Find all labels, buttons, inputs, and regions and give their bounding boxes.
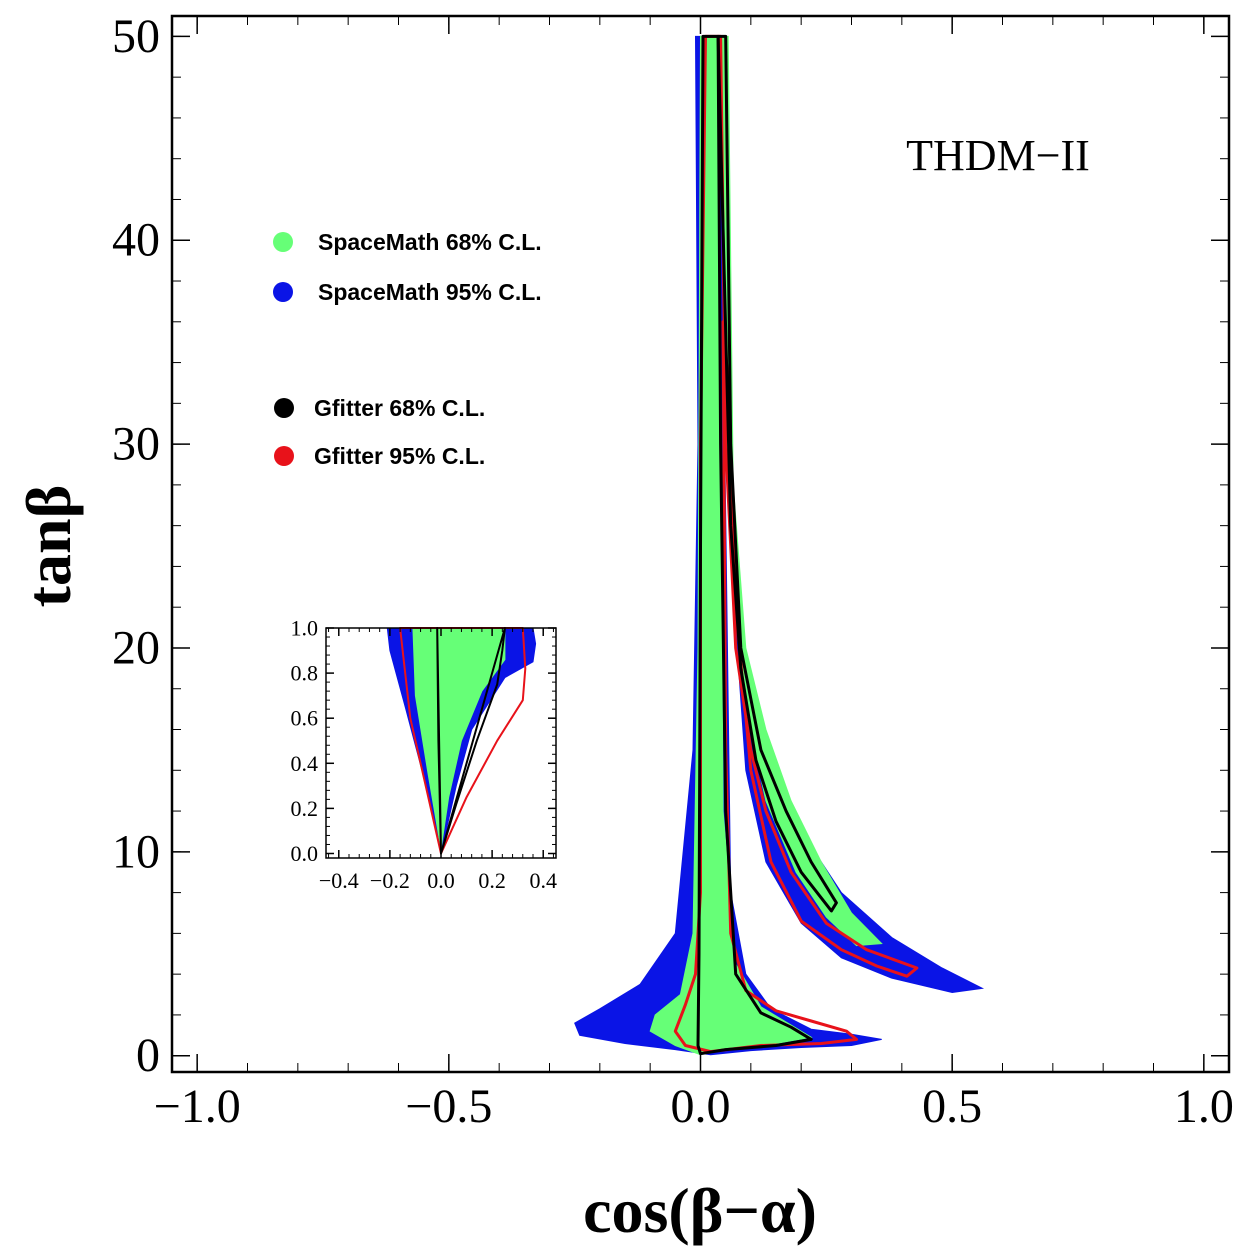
legend-marker-spacemath-68-c-l	[273, 232, 293, 252]
inset-y-tick-label: 0.4	[291, 751, 319, 776]
x-axis-title: cos(β−α)	[583, 1175, 817, 1246]
inset-y-tick-label: 0.0	[291, 841, 319, 866]
main-axis-ticks: −1.0 −0.5 0.0 0.5 1.0 0 10 20 30 40 50	[112, 10, 1234, 1133]
main-gfitter-68-c-l-region-2	[716, 34, 838, 913]
main-y-tick-label: 30	[112, 418, 160, 471]
inset-y-tick-label: 0.8	[291, 661, 319, 686]
inset-x-tick-label: 0.0	[427, 868, 455, 893]
main-spacemath-95-c-l-region-1	[574, 35, 985, 1056]
main-x-tick-label: 1.0	[1174, 1080, 1234, 1133]
legend-marker-spacemath-95-c-l	[273, 282, 293, 302]
main-x-tick-label: 0.0	[671, 1080, 731, 1133]
inset-x-tick-label: −0.2	[370, 868, 410, 893]
inset-axis-ticks: −0.4 −0.2 0.0 0.2 0.4 0.0 0.2 0.4 0.6 0.8 1.0	[291, 616, 557, 894]
main-x-tick-label: −1.0	[154, 1080, 241, 1133]
inset-y-tick-label: 0.6	[291, 706, 319, 731]
main-y-tick-label: 50	[112, 10, 160, 63]
main-gfitter-68-c-l-region-1	[696, 34, 813, 1056]
legend-label-gfitter-95-c-l: Gfitter 95% C.L.	[314, 443, 485, 469]
legend: SpaceMath 68% C.L. SpaceMath 95% C.L. Gfit…	[273, 229, 542, 469]
main-spacemath-68-c-l-region-2	[720, 35, 883, 947]
y-axis-title: tanβ	[13, 485, 84, 608]
main-y-tick-label: 40	[112, 214, 160, 267]
inset-spacemath-68-c-l-region-1	[412, 627, 506, 850]
legend-label-spacemath-95-c-l: SpaceMath 95% C.L.	[318, 279, 542, 305]
legend-label-spacemath-68-c-l: SpaceMath 68% C.L.	[318, 229, 542, 255]
inset-y-tick-label: 0.2	[291, 796, 319, 821]
main-y-tick-label: 0	[136, 1029, 160, 1082]
main-plot-regions	[574, 34, 985, 1056]
inset-plot: −0.4 −0.2 0.0 0.2 0.4 0.0 0.2 0.4 0.6 0.8 1.0	[291, 616, 557, 894]
inset-gfitter-68-c-l-region-1	[436, 627, 442, 855]
legend-marker-gfitter-68-c-l	[274, 398, 294, 418]
inset-x-tick-label: −0.4	[319, 868, 359, 893]
legend-label-gfitter-68-c-l: Gfitter 68% C.L.	[314, 395, 485, 421]
model-annotation: THDM−II	[906, 131, 1090, 180]
inset-plot-regions	[386, 627, 537, 855]
inset-x-tick-label: 0.2	[478, 868, 506, 893]
legend-marker-gfitter-95-c-l	[274, 446, 294, 466]
main-x-tick-label: 0.5	[922, 1080, 982, 1133]
inset-x-tick-label: 0.4	[529, 868, 557, 893]
main-y-tick-label: 20	[112, 621, 160, 674]
inset-y-tick-label: 1.0	[291, 616, 319, 641]
main-x-tick-label: −0.5	[405, 1080, 492, 1133]
main-y-tick-label: 10	[112, 825, 160, 878]
